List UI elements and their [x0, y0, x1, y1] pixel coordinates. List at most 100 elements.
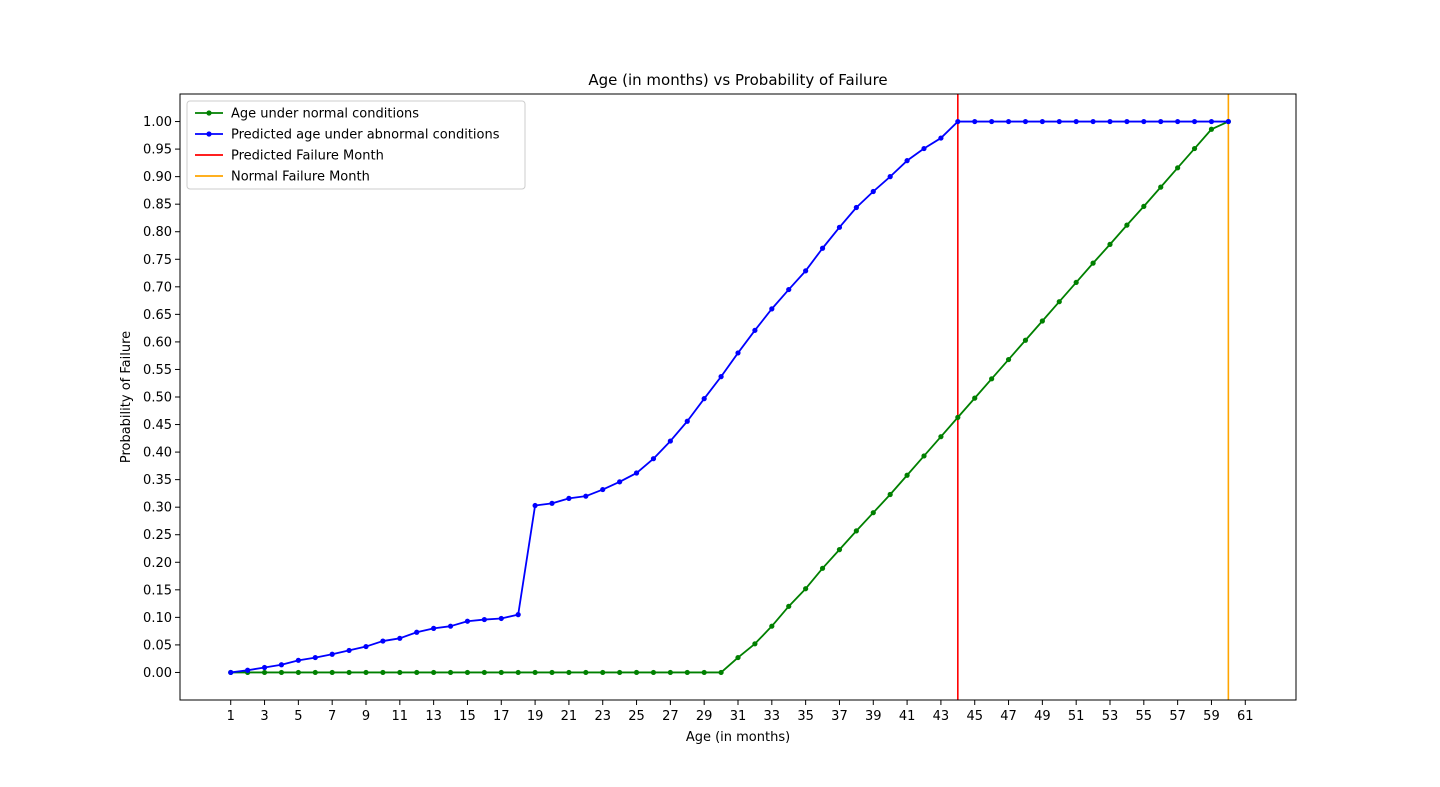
- series-1-point: [921, 145, 927, 152]
- series-0-point: [1158, 184, 1164, 190]
- series-0-point: [617, 669, 623, 676]
- series-1-point: [752, 327, 758, 333]
- series-1-point: [786, 286, 792, 293]
- series-1-point: [498, 615, 504, 622]
- series-1-point: [261, 664, 268, 671]
- series-1-point: [532, 502, 538, 509]
- y-tick-label: 0.50: [143, 391, 172, 406]
- series-1-point: [431, 625, 437, 631]
- series-0-point: [836, 547, 843, 553]
- y-tick-label: 0.45: [143, 418, 172, 433]
- x-tick-label: 9: [362, 709, 370, 724]
- series-1-point: [1175, 118, 1181, 125]
- series-0-point: [1175, 165, 1181, 171]
- x-tick-label: 25: [628, 709, 645, 724]
- series-1-point: [397, 635, 403, 641]
- y-tick-label: 0.35: [143, 473, 172, 488]
- x-tick-label: 19: [527, 709, 544, 724]
- series-0-point: [870, 510, 876, 516]
- x-tick-label: 51: [1068, 709, 1085, 724]
- series-1-point: [228, 669, 234, 676]
- series-1-point: [1022, 118, 1029, 125]
- y-tick-label: 0.20: [143, 556, 172, 571]
- y-tick-label: 0.70: [143, 280, 172, 295]
- series-0-point: [312, 669, 318, 676]
- y-axis-label: Probability of Failure: [119, 331, 134, 463]
- series-0-point: [346, 669, 352, 676]
- series-1-point: [803, 268, 809, 274]
- series-1-point: [1056, 118, 1062, 125]
- y-tick-label: 0.00: [143, 666, 172, 681]
- series-1-point: [617, 479, 623, 485]
- x-tick-label: 29: [696, 709, 713, 724]
- series-0-point: [718, 669, 724, 676]
- legend-box: [186, 100, 526, 190]
- x-tick-label: 31: [730, 709, 747, 724]
- series-1-point: [583, 493, 589, 499]
- x-tick-label: 43: [933, 709, 950, 724]
- y-tick-label: 0.55: [143, 363, 172, 378]
- x-tick-label: 47: [1000, 709, 1017, 724]
- x-tick-label: 41: [899, 709, 916, 724]
- series-1-point: [972, 118, 978, 125]
- legend-entry-label: Predicted Failure Month: [231, 149, 384, 164]
- x-tick-label: 49: [1034, 709, 1051, 724]
- y-tick-label: 0.90: [143, 170, 172, 185]
- series-1-point: [887, 174, 893, 180]
- series-0-point: [583, 669, 589, 676]
- series-0-point: [261, 669, 268, 676]
- series-1-point: [836, 224, 843, 230]
- series-line-0: [230, 120, 1229, 674]
- series-0-point: [380, 669, 386, 676]
- x-tick-label: 37: [831, 709, 848, 724]
- series-0-point: [1107, 241, 1113, 247]
- series-1-point: [667, 438, 673, 444]
- series-0-point: [1073, 279, 1079, 286]
- series-1-point: [245, 667, 251, 673]
- series-0-point: [1039, 318, 1045, 324]
- series-0-point: [887, 491, 893, 498]
- y-tick-label: 1.00: [143, 115, 172, 130]
- x-tick-label: 35: [797, 709, 814, 724]
- series-0-point: [667, 669, 673, 676]
- series-0-point: [1208, 126, 1215, 132]
- legend-entry-label: Predicted age under abnormal conditions: [231, 128, 500, 143]
- series-1-point: [312, 654, 318, 661]
- x-tick-label: 17: [493, 709, 510, 724]
- series-1-point: [633, 470, 640, 476]
- series-1-point: [853, 204, 859, 211]
- series-1-point: [1141, 118, 1147, 125]
- series-1-point: [1225, 118, 1231, 125]
- series-1-point: [735, 350, 741, 356]
- x-tick-label: 59: [1203, 709, 1220, 724]
- series-0-point: [989, 376, 995, 382]
- series-0-point: [786, 603, 792, 609]
- x-tick-label: 21: [561, 709, 578, 724]
- series-0-point: [447, 669, 454, 676]
- y-tick-label: 0.10: [143, 611, 172, 626]
- series-1-point: [1039, 118, 1045, 125]
- x-tick-label: 23: [594, 709, 611, 724]
- x-tick-label: 7: [328, 709, 336, 724]
- x-tick-label: 3: [260, 709, 268, 724]
- series-1-point: [363, 643, 369, 650]
- series-1-point: [566, 495, 572, 501]
- series-0-point: [498, 669, 504, 676]
- series-1-point: [718, 374, 724, 380]
- y-tick-label: 0.95: [143, 143, 172, 158]
- series-0-point: [1090, 260, 1096, 266]
- series-1-point: [1073, 118, 1079, 125]
- y-tick-label: 0.15: [143, 583, 172, 598]
- series-0-point: [819, 565, 826, 571]
- legend-entry-label: Age under normal conditions: [231, 107, 419, 122]
- series-1-point: [1124, 118, 1130, 125]
- series-0-point: [650, 669, 657, 676]
- series-0-point: [1141, 203, 1147, 209]
- series-0-point: [278, 669, 285, 676]
- chart-title: Age (in months) vs Probability of Failur…: [588, 71, 887, 89]
- series-1-point: [414, 629, 420, 635]
- x-axis-label: Age (in months): [686, 730, 790, 745]
- series-1-point: [295, 657, 301, 663]
- series-1-point: [684, 418, 690, 424]
- series-1-point: [380, 638, 386, 644]
